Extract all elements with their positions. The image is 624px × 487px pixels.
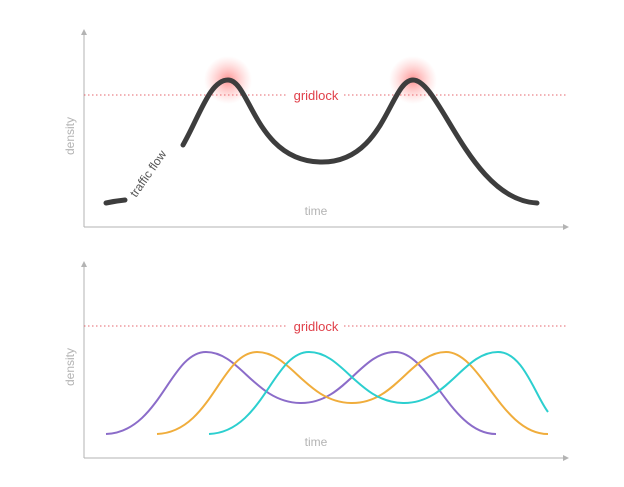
bottom-panel: gridlock density time — [63, 261, 569, 461]
top-x-axis-label: time — [305, 204, 328, 218]
top-y-axis-label: density — [63, 117, 77, 155]
bottom-series-orange — [156, 350, 549, 435]
top-panel: gridlock traffic flow density time — [63, 29, 569, 230]
bottom-series-teal — [208, 350, 549, 435]
bottom-series-purple — [105, 350, 497, 435]
bottom-y-axis-label: density — [63, 348, 77, 386]
top-traffic-flow-label: traffic flow — [127, 147, 170, 199]
top-traffic-curve — [180, 77, 540, 206]
top-gridlock-label: gridlock — [294, 88, 339, 103]
bottom-x-axis-label: time — [305, 435, 328, 449]
bottom-gridlock-label: gridlock — [294, 319, 339, 334]
top-traffic-curve-start — [103, 197, 128, 206]
